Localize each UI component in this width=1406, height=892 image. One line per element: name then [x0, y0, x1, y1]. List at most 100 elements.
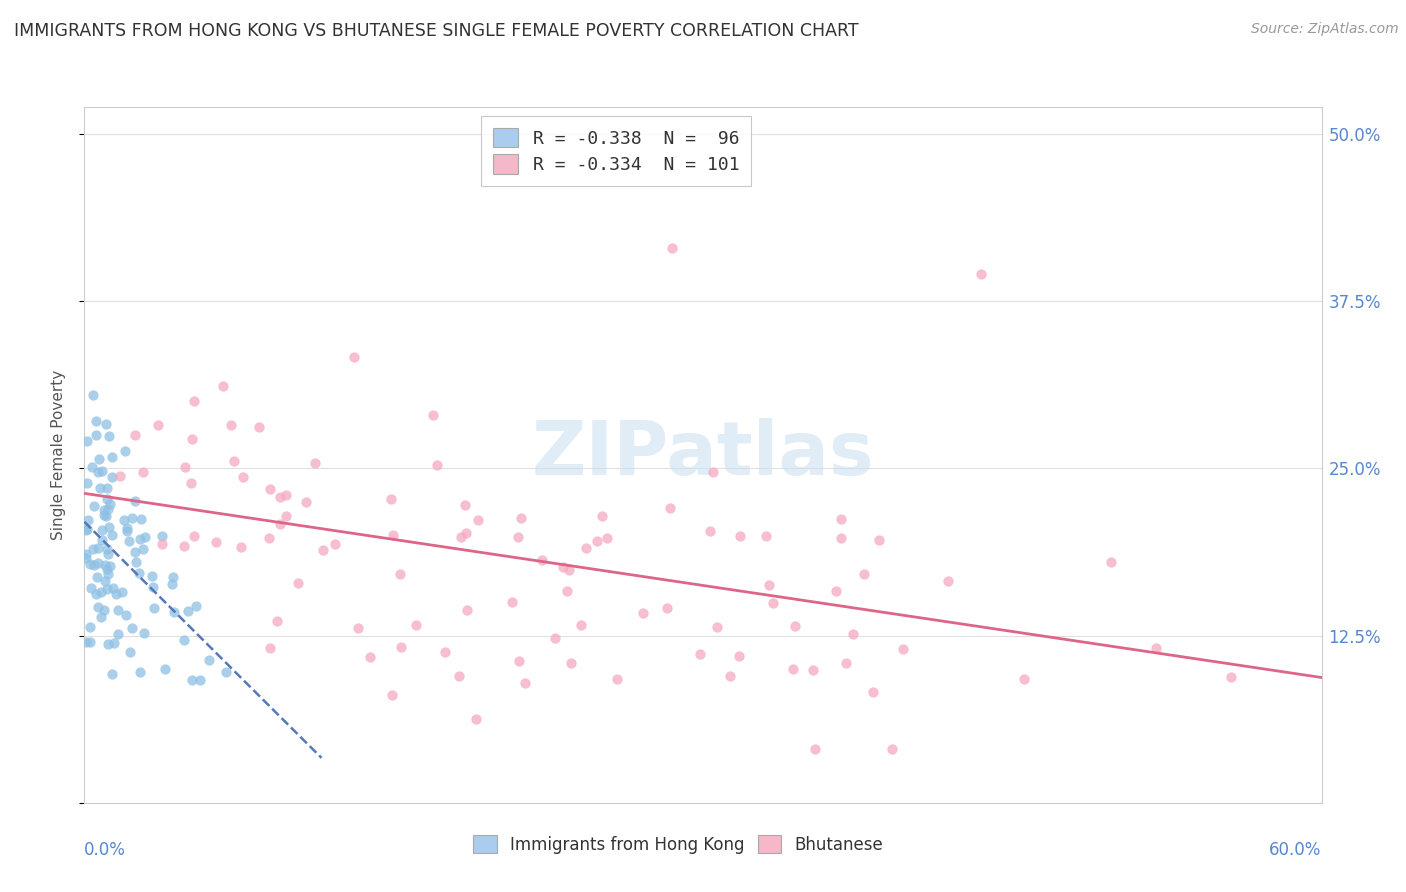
Point: [108, 469, 131, 483]
Point: [294, 495, 316, 509]
Point: [84, 428, 107, 442]
Point: [1220, 670, 1243, 684]
Point: [606, 672, 628, 686]
Point: [79, 635, 101, 649]
Point: [98, 559, 121, 574]
Point: [128, 665, 150, 679]
Point: [128, 566, 150, 581]
Point: [689, 648, 711, 662]
Point: [702, 466, 724, 480]
Point: [76, 475, 98, 490]
Point: [146, 417, 169, 432]
Point: [91, 533, 114, 547]
Point: [449, 669, 471, 683]
Point: [143, 601, 166, 615]
Point: [111, 584, 134, 599]
Point: [124, 427, 146, 442]
Point: [89, 585, 111, 599]
Point: [405, 617, 427, 632]
Point: [706, 620, 728, 634]
Point: [544, 631, 567, 645]
Point: [868, 533, 890, 547]
Point: [454, 498, 477, 512]
Point: [115, 521, 138, 535]
Point: [422, 409, 444, 423]
Point: [142, 581, 165, 595]
Point: [97, 636, 120, 650]
Text: 60.0%: 60.0%: [1270, 841, 1322, 859]
Point: [269, 517, 291, 532]
Point: [124, 545, 146, 559]
Point: [87, 600, 110, 615]
Point: [586, 533, 609, 548]
Point: [835, 656, 858, 670]
Point: [101, 528, 124, 542]
Point: [93, 574, 115, 589]
Point: [150, 529, 173, 543]
Point: [98, 497, 121, 511]
Point: [181, 673, 204, 687]
Point: [454, 525, 477, 540]
Point: [880, 742, 903, 756]
Point: [312, 542, 335, 557]
Point: [173, 539, 195, 553]
Point: [287, 575, 309, 590]
Point: [1012, 672, 1035, 686]
Y-axis label: Single Female Poverty: Single Female Poverty: [51, 370, 66, 540]
Point: [197, 653, 219, 667]
Point: [129, 512, 152, 526]
Point: [112, 513, 135, 527]
Text: 0.0%: 0.0%: [84, 841, 127, 859]
Legend: Immigrants from Hong Kong, Bhutanese: Immigrants from Hong Kong, Bhutanese: [467, 829, 890, 861]
Point: [93, 502, 115, 516]
Point: [727, 648, 749, 663]
Point: [101, 470, 124, 484]
Point: [381, 688, 404, 702]
Point: [76, 434, 98, 449]
Point: [87, 556, 110, 570]
Point: [83, 558, 105, 572]
Point: [346, 621, 368, 635]
Point: [842, 627, 865, 641]
Point: [150, 537, 173, 551]
Point: [86, 465, 108, 479]
Text: ZIPatlas: ZIPatlas: [531, 418, 875, 491]
Point: [86, 570, 108, 584]
Point: [96, 562, 118, 576]
Point: [657, 601, 679, 615]
Point: [80, 460, 103, 475]
Point: [121, 621, 143, 635]
Point: [699, 524, 721, 538]
Point: [718, 669, 741, 683]
Point: [184, 599, 207, 613]
Point: [558, 563, 581, 577]
Point: [93, 508, 115, 522]
Point: [94, 508, 117, 523]
Point: [162, 605, 184, 619]
Point: [107, 627, 129, 641]
Point: [450, 529, 472, 543]
Text: IMMIGRANTS FROM HONG KONG VS BHUTANESE SINGLE FEMALE POVERTY CORRELATION CHART: IMMIGRANTS FROM HONG KONG VS BHUTANESE S…: [14, 22, 859, 40]
Point: [173, 633, 195, 648]
Point: [212, 379, 235, 393]
Point: [94, 558, 117, 573]
Point: [87, 541, 110, 555]
Point: [114, 444, 136, 458]
Point: [382, 527, 405, 541]
Point: [728, 529, 751, 543]
Point: [755, 528, 778, 542]
Point: [215, 665, 238, 680]
Point: [96, 541, 118, 556]
Point: [90, 610, 112, 624]
Point: [659, 500, 682, 515]
Point: [174, 459, 197, 474]
Point: [232, 470, 254, 484]
Point: [124, 493, 146, 508]
Point: [77, 513, 100, 527]
Point: [464, 712, 486, 726]
Point: [276, 509, 298, 524]
Point: [247, 420, 270, 434]
Point: [467, 513, 489, 527]
Point: [82, 388, 104, 402]
Point: [893, 641, 915, 656]
